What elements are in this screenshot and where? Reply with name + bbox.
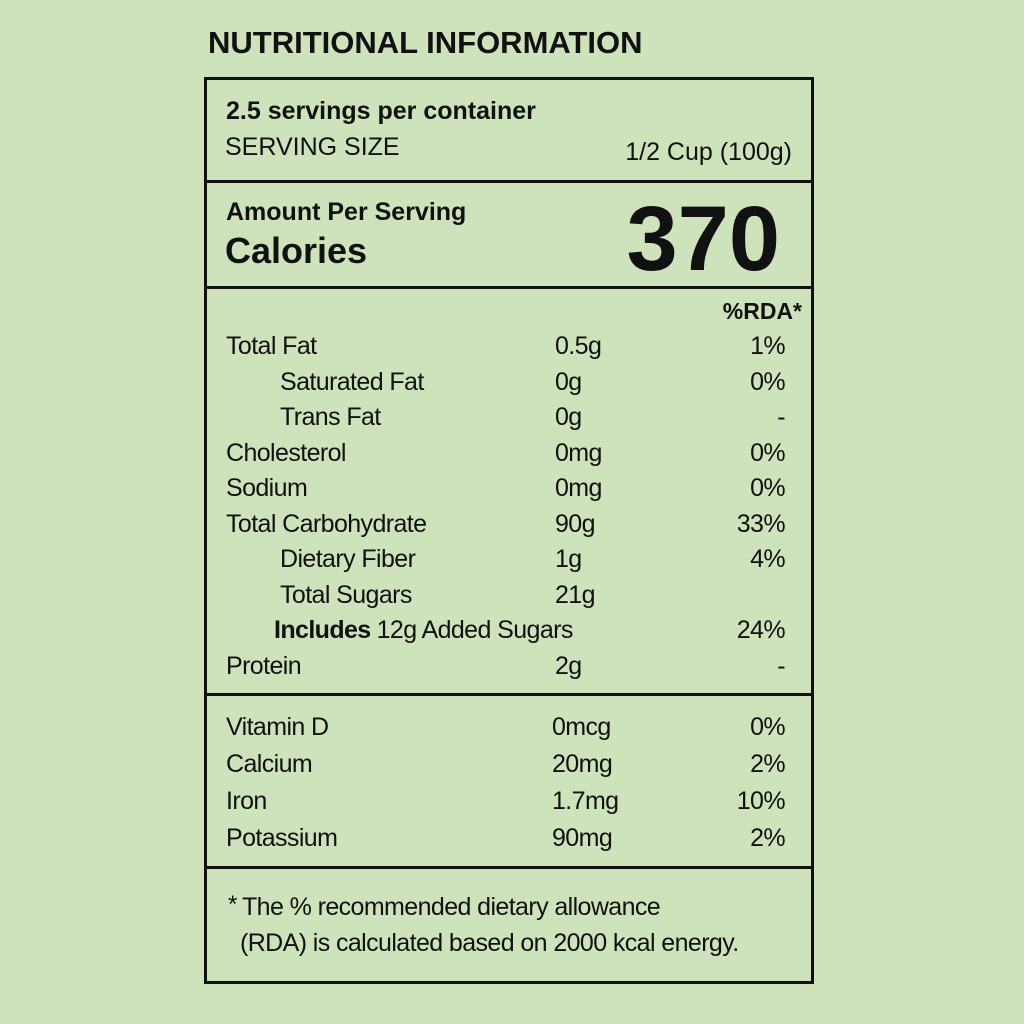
divider [204,693,814,696]
nutrient-amount: 2g [555,651,582,680]
nutrient-amount: 20mg [552,750,613,778]
serving-size-label: SERVING SIZE [225,133,400,161]
nutrient-name: Saturated Fat [280,367,424,396]
footnote-line: The % recommended dietary allowance [242,893,661,921]
nutrient-name: Calcium [226,750,313,778]
nutrient-rda: 33% [736,509,786,538]
nutrient-amount: 90mg [552,824,613,852]
nutrient-name: Iron [226,787,267,815]
nutrient-amount: 0mg [555,438,602,467]
nutrient-name: Total Sugars [280,580,412,609]
nutrient-amount: 90g [555,509,596,538]
divider [204,286,814,289]
nutrient-amount: 0.5g [555,332,602,360]
nutrient-name: Trans Fat [280,403,381,431]
nutrient-bold: Includes [274,616,371,644]
footnote-mark: * [228,891,238,918]
nutrient-name: Total Fat [226,332,317,360]
amount-per-serving: Amount Per Serving [226,198,467,226]
nutrient-rda: - [777,651,785,680]
label-box [204,77,814,984]
nutrient-rda: 0% [750,367,786,396]
nutrient-amount: 0g [555,403,582,431]
rda-header: %RDA* [722,298,802,324]
nutrient-rda: 0% [750,474,786,502]
nutrient-amount: 21g [555,580,596,609]
nutrient-amount: 0mg [555,474,602,502]
nutrient-rda: 1% [750,332,786,360]
calories-label: Calories [225,230,368,271]
nutrient-rda: 0% [750,438,786,467]
nutrient-amount: 1g [555,545,582,573]
nutrient-rda: 10% [736,787,786,815]
nutrient-amount: 0mcg [552,713,611,741]
nutrient-name: Cholesterol [226,438,346,467]
nutrient-rda: 0% [750,713,786,741]
nutrient-rda: 4% [750,545,786,573]
nutrient-rda: 2% [750,824,786,852]
calories-value: 370 [626,188,781,290]
nutrient-name: Total Carbohydrate [226,509,427,538]
servings: 2.5 servings per container [226,97,536,125]
nutrient-name: Vitamin D [226,713,329,741]
nutrient-rda: 24% [736,616,786,644]
title: NUTRITIONAL INFORMATION [208,25,643,60]
nutrient-rda: 2% [750,750,786,778]
footnote-line: (RDA) is calculated based on 2000 kcal e… [240,929,739,957]
nutrient-name: Protein [226,651,302,680]
divider [204,866,814,869]
nutrient-amount: 0g [555,367,582,396]
nutrient-amount: 1.7mg [552,787,619,815]
nutrient-name: Potassium [226,824,338,852]
serving-size-value: 1/2 Cup (100g) [625,138,792,166]
nutrient-name: 12g Added Sugars [376,616,574,644]
nutrient-name: Dietary Fiber [280,545,416,573]
nutrient-name: Sodium [226,474,308,502]
divider [204,180,814,183]
nutrient-rda: - [777,403,785,431]
